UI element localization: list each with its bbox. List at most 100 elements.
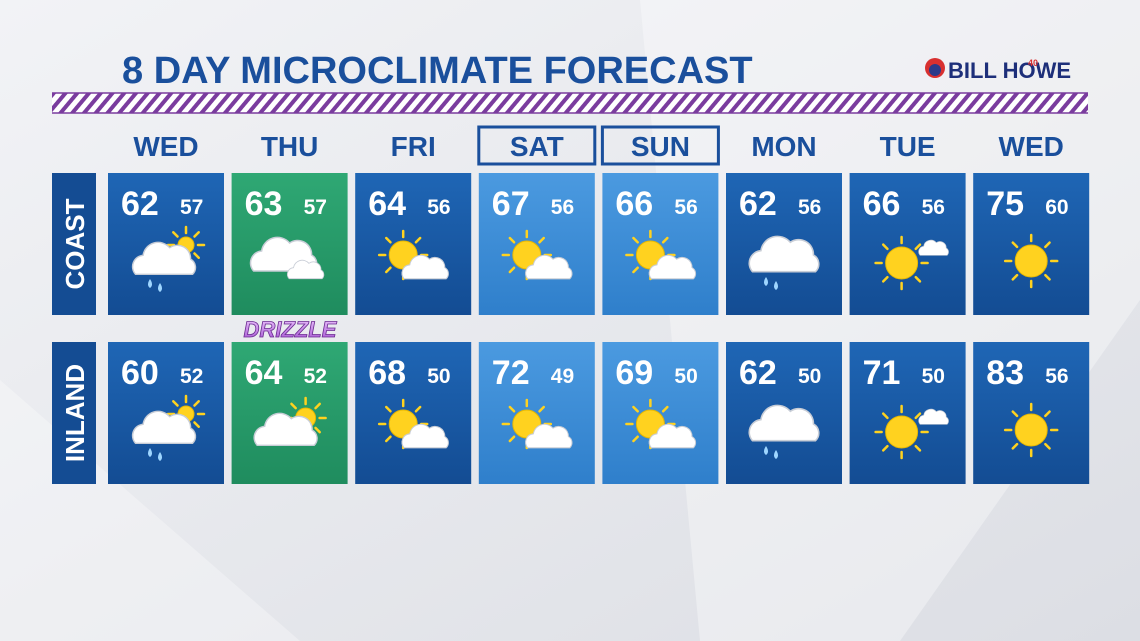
row-label-box [52,342,96,484]
low-temp: 56 [551,196,574,219]
sun-ray [538,236,546,244]
day-label: FRI [391,131,436,162]
tile-background [231,342,348,484]
rain-drop [148,448,152,457]
low-temp: 56 [922,196,945,219]
cloud-shape [287,259,325,280]
sun-ray [172,400,179,407]
rain-drop [158,452,162,461]
cloud [648,254,697,280]
low-temp: 56 [798,196,821,219]
sun-ray [384,405,392,413]
low-temp: 60 [1045,196,1068,219]
sun-ray [632,266,639,274]
high-temp: 71 [863,354,901,392]
high-temp: 60 [121,354,159,392]
sponsor-logo: BILL HOWE 40 [925,58,1071,83]
sun-ray [1044,442,1051,450]
sun-ray [914,412,922,420]
cloud-shape [525,423,573,449]
forecast-tile: 60 52 [108,342,224,484]
cloud-shape [401,254,449,280]
sun [885,246,919,280]
day-label: MON [751,131,816,162]
sun-ray [1011,442,1019,450]
tile-background [478,342,595,484]
sun-ray [1011,273,1019,281]
forecast-tile: 63 57 [231,173,348,315]
tile-background [478,173,595,315]
sun-ray [193,421,200,428]
title: 8 DAY MICROCLIMATE FORECAST [122,50,753,92]
rain-drop [774,450,778,459]
cloud-shape [748,235,820,273]
sun-ray [881,412,889,420]
forecast-tile: 62 57 [108,173,224,315]
sun-ray [881,243,889,251]
cloud-shape [748,404,820,442]
sun-ray [193,400,200,407]
forecast-tile: 69 50 [602,342,719,484]
tile-background [602,342,719,484]
forecast-tile: 66 56 [849,173,966,315]
forecast-tile: 83 56 [973,342,1090,484]
day-label: WED [133,131,198,162]
sun-ray [881,275,889,283]
sun-ray [914,444,922,452]
sun-ray [314,402,321,410]
forecast-tile: 66 56 [602,173,719,315]
tile-background [849,342,966,484]
sun-ray [384,266,392,274]
high-temp: 72 [492,354,530,392]
low-temp: 56 [1045,365,1068,388]
forecast-tile: 64 56 [355,173,472,315]
sun-ray [661,405,669,413]
tile-background [849,173,966,315]
cloud [918,408,949,425]
high-temp: 68 [368,354,406,392]
rain-drop [158,283,162,292]
sun-ray [538,405,546,413]
day-highlight-box [600,125,720,166]
high-temp: 63 [245,185,283,223]
forecast-tile: 62 56 [726,173,842,315]
day-highlight-box [477,125,597,166]
low-temp: 52 [180,365,203,388]
high-temp: 66 [863,185,901,223]
forecast-tile: 75 60 [973,173,1090,315]
logo-text: BILL HOWE [948,58,1071,83]
high-temp: 83 [986,354,1024,392]
forecast-tile: 71 50 [849,342,966,484]
cloud [918,239,949,256]
rain-drop [148,279,152,288]
low-temp: 56 [674,196,697,219]
cloud-shape [131,410,197,445]
sun [885,415,919,449]
cloud-shape [525,254,573,280]
sun-ray [508,266,516,274]
forecast-tile: 67 56 [478,173,595,315]
sun-ray [193,231,200,238]
low-temp: 50 [798,365,821,388]
low-temp: 49 [551,365,574,388]
sun-ray [508,435,516,443]
high-temp: 75 [986,185,1024,223]
day-label: SUN [631,131,690,162]
high-temp: 69 [615,354,653,392]
sun-ray [414,236,422,244]
low-temp: 50 [922,365,945,388]
cloud-shape [648,254,697,280]
day-label: SAT [510,131,564,162]
low-temp: 56 [427,196,450,219]
stripe-bar [52,93,1088,113]
cloud-shape [253,412,318,447]
low-temp: 57 [180,196,203,219]
row-label: INLAND [60,364,90,462]
cloud-shape [131,241,197,276]
sun-ray [1011,241,1019,249]
low-temp: 52 [304,365,327,388]
sun-ray [193,252,200,259]
cloud [525,423,573,449]
cloud-shape [918,239,949,256]
sun-ray [290,402,297,410]
